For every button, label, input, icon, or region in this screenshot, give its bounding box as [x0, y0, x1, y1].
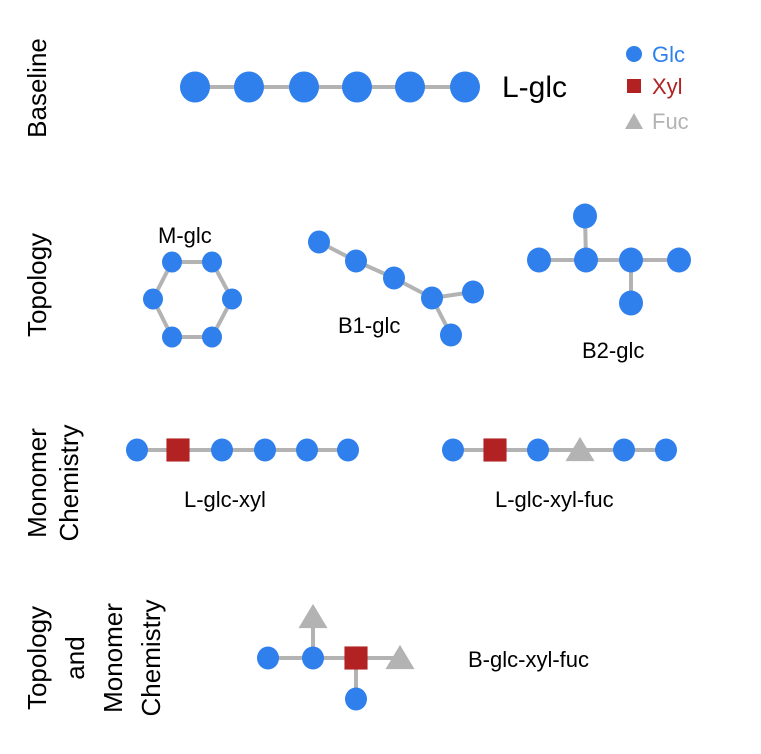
- b1-glc-glc-monomer-3: [421, 286, 443, 310]
- label-l-glc-xyl: L-glc-xyl: [184, 487, 266, 512]
- m-glc-glc-monomer-1: [202, 251, 222, 273]
- row-label-chemistry-4: Chemistry: [136, 599, 166, 716]
- l-glc-xyl-fuc-xyl-monomer-1: [483, 438, 507, 462]
- m-glc-glc-monomer-5: [143, 288, 163, 310]
- row-labels: Baseline Topology Monomer Chemistry Topo…: [22, 38, 166, 716]
- legend-glc-label: Glc: [652, 42, 685, 67]
- label-l-glc-xyl-fuc: L-glc-xyl-fuc: [495, 487, 614, 512]
- b-glc-xyl-fuc-glc-monomer-1: [302, 646, 324, 670]
- b-glc-xyl-fuc-glc-monomer-5: [345, 687, 367, 711]
- m-glc-glc-monomer-2: [222, 288, 242, 310]
- b1-glc-glc-monomer-0: [308, 230, 330, 254]
- l-glc-xyl-glc-monomer-3: [254, 438, 276, 462]
- legend-xyl-marker: [627, 79, 641, 93]
- label-m-glc: M-glc: [158, 223, 212, 248]
- molecule-b2-glc: [527, 203, 691, 316]
- l-glc-xyl-fuc-glc-monomer-2: [527, 438, 549, 462]
- row-label-and: and: [60, 636, 90, 679]
- b1-glc-glc-monomer-4: [462, 280, 484, 304]
- row-label-monomer: Monomer: [22, 428, 52, 538]
- l-glc-xyl-fuc-fuc-monomer-3: [565, 436, 595, 462]
- label-l-glc: L-glc: [502, 71, 567, 104]
- b1-glc-glc-monomer-5: [440, 323, 462, 347]
- row-label-baseline: Baseline: [22, 38, 52, 138]
- label-b1-glc: B1-glc: [338, 313, 400, 338]
- l-glc-glc-monomer-1: [234, 71, 264, 103]
- label-b2-glc: B2-glc: [582, 338, 644, 363]
- legend-xyl-label: Xyl: [652, 74, 683, 99]
- b2-glc-glc-monomer-0: [573, 203, 597, 229]
- l-glc-xyl-glc-monomer-0: [126, 438, 148, 462]
- l-glc-glc-monomer-2: [289, 71, 319, 103]
- row-label-topology-4: Topology: [22, 606, 52, 710]
- b2-glc-glc-monomer-5: [619, 290, 643, 316]
- molecules: [126, 71, 691, 711]
- b2-glc-glc-monomer-4: [667, 247, 691, 273]
- legend-glc-marker: [626, 46, 642, 62]
- row-label-topology: Topology: [22, 233, 52, 337]
- row-label-chemistry: Chemistry: [54, 424, 84, 541]
- molecule-l-glc: [180, 71, 480, 103]
- l-glc-xyl-fuc-glc-monomer-0: [442, 438, 464, 462]
- molecule-b1-glc: [308, 230, 484, 347]
- l-glc-xyl-fuc-glc-monomer-4: [613, 438, 635, 462]
- l-glc-xyl-fuc-glc-monomer-5: [655, 438, 677, 462]
- row-label-monomer-4: Monomer: [98, 603, 128, 713]
- label-b-glc-xyl-fuc: B-glc-xyl-fuc: [468, 647, 589, 672]
- m-glc-glc-monomer-3: [202, 326, 222, 348]
- molecule-b-glc-xyl-fuc: [257, 603, 415, 711]
- molecule-m-glc: [143, 251, 242, 348]
- l-glc-glc-monomer-0: [180, 71, 210, 103]
- molecule-labels: L-glc M-glc B1-glc B2-glc L-glc-xyl L-gl…: [158, 71, 644, 672]
- l-glc-glc-monomer-4: [395, 71, 425, 103]
- b1-glc-glc-monomer-2: [383, 266, 405, 290]
- m-glc-glc-monomer-0: [162, 251, 182, 273]
- b-glc-xyl-fuc-fuc-monomer-2: [298, 603, 328, 629]
- l-glc-xyl-xyl-monomer-1: [166, 438, 190, 462]
- b2-glc-glc-monomer-2: [527, 247, 551, 273]
- b2-glc-glc-monomer-1: [574, 247, 598, 273]
- legend-fuc-label: Fuc: [652, 109, 689, 134]
- b-glc-xyl-fuc-xyl-monomer-3: [344, 646, 368, 670]
- b2-glc-glc-monomer-3: [619, 247, 643, 273]
- legend-fuc-marker: [625, 113, 643, 129]
- l-glc-xyl-glc-monomer-5: [337, 438, 359, 462]
- b-glc-xyl-fuc-fuc-monomer-4: [385, 644, 415, 670]
- l-glc-glc-monomer-3: [342, 71, 372, 103]
- l-glc-xyl-glc-monomer-2: [211, 438, 233, 462]
- molecule-l-glc-xyl-fuc: [442, 436, 677, 462]
- l-glc-xyl-glc-monomer-4: [296, 438, 318, 462]
- b-glc-xyl-fuc-glc-monomer-0: [257, 646, 279, 670]
- m-glc-glc-monomer-4: [162, 326, 182, 348]
- molecule-l-glc-xyl: [126, 438, 359, 462]
- l-glc-glc-monomer-5: [450, 71, 480, 103]
- legend: Glc Xyl Fuc: [625, 42, 689, 134]
- b1-glc-glc-monomer-1: [345, 249, 367, 273]
